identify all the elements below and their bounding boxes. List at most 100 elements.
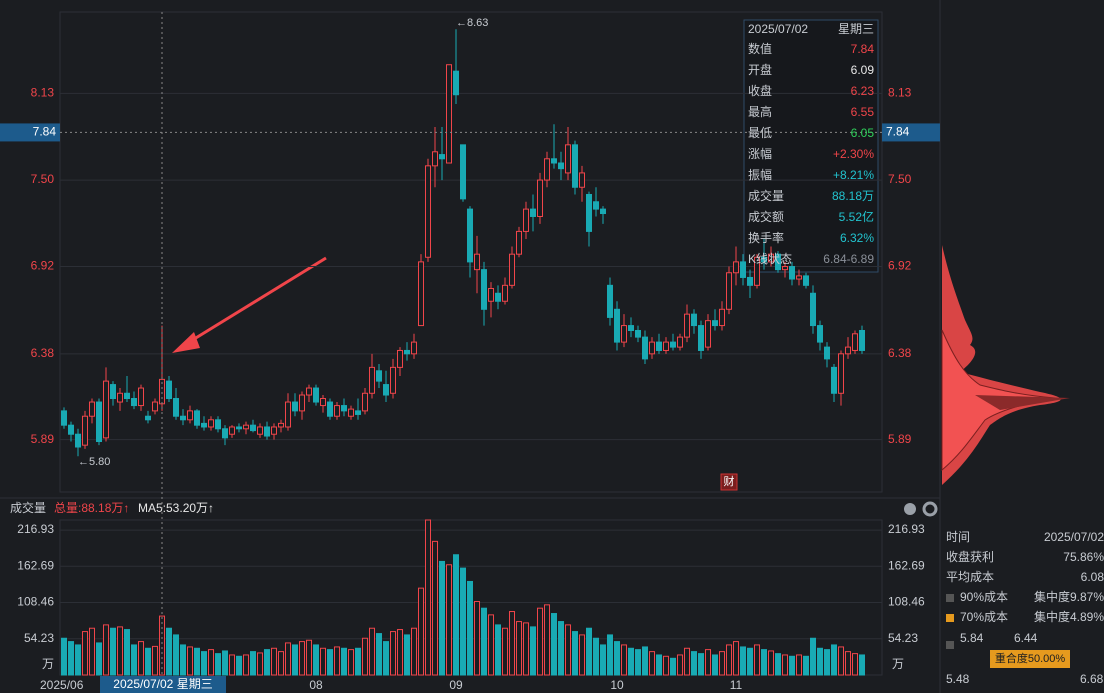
candle-body (656, 341, 662, 351)
volume-bar (334, 646, 340, 676)
candle-body (712, 320, 718, 327)
candle-body (586, 193, 592, 232)
volume-bar (481, 607, 487, 676)
volume-bar (530, 626, 536, 676)
candle-body (264, 426, 270, 437)
candle-body (537, 179, 543, 217)
info-label: 振幅 (748, 167, 772, 182)
candle-body (194, 410, 200, 426)
y-tick-label: 6.38 (31, 346, 55, 360)
volume-bar (642, 646, 648, 676)
volume-title: 成交量 (10, 500, 46, 515)
info-value: 6.32% (840, 231, 874, 245)
volume-bar (719, 651, 725, 676)
info-panel (743, 19, 879, 273)
volume-bar (271, 647, 277, 676)
candle-body (390, 366, 396, 394)
volume-bar (824, 649, 830, 676)
cost-label: 90%成本 (960, 590, 1008, 604)
volume-bar (600, 644, 606, 676)
candle-body (614, 308, 620, 343)
y-tick-label: 108.46 (17, 595, 54, 609)
candle-body (208, 419, 214, 428)
info-label: 最低 (748, 126, 772, 140)
volume-bar (453, 554, 459, 676)
y-tick-label-right: 108.46 (888, 595, 925, 609)
volume-bar (138, 641, 144, 676)
volume-bar (446, 564, 452, 676)
volume-bar (362, 637, 368, 676)
volume-bar (201, 651, 207, 676)
cursor-date: 2025/07/02 星期三 (113, 677, 212, 691)
cost-value: 6.08 (1081, 570, 1104, 584)
cursor-box-right (882, 123, 940, 142)
range-marker (946, 641, 954, 649)
volume-bar (89, 627, 95, 676)
volume-bar (61, 637, 67, 676)
volume-bar (558, 621, 564, 676)
candle-body (285, 401, 291, 428)
volume-bar (782, 654, 788, 676)
settings-button[interactable] (922, 501, 938, 517)
y-tick-label-right: 6.92 (888, 259, 912, 273)
volume-bar (635, 649, 641, 676)
candle-body (397, 349, 403, 368)
candle-body (131, 398, 137, 407)
close-button[interactable] (904, 503, 916, 515)
candle-body (670, 341, 676, 348)
cursor-box (0, 123, 60, 142)
x-tick-label: 10 (610, 678, 624, 692)
volume-bar (355, 647, 361, 676)
candle-body (299, 394, 305, 412)
candle-body (152, 401, 158, 412)
volume-bar (439, 560, 445, 676)
volume-bar (474, 601, 480, 676)
candle-body (698, 325, 704, 351)
volume-bar (677, 654, 683, 676)
volume-bar (229, 654, 235, 676)
info-label: 成交额 (748, 209, 784, 224)
candle-body (740, 261, 746, 278)
volume-bar (411, 627, 417, 676)
y-tick-label-right: 6.38 (888, 346, 912, 360)
candle-body (341, 405, 347, 412)
volume-bar (264, 649, 270, 676)
y-tick-label: 216.93 (17, 522, 54, 536)
volume-bar (404, 634, 410, 676)
candle-body (320, 398, 326, 407)
cost-value: 2025/07/02 (1044, 530, 1104, 544)
candle-body (495, 292, 501, 302)
candle-body (544, 158, 550, 181)
volume-bar (292, 644, 298, 676)
info-value: 7.84 (851, 42, 875, 56)
candle-body (383, 384, 389, 396)
candle-body (439, 154, 445, 160)
candle-body (124, 392, 130, 400)
info-label: 收盘 (748, 83, 772, 98)
y-tick-label: 54.23 (24, 631, 54, 645)
y-tick-label-right: 7.50 (888, 172, 912, 186)
volume-bar (467, 580, 473, 676)
info-label: K线状态 (748, 252, 792, 266)
y-tick-label-right: 8.13 (888, 86, 912, 100)
volume-bar (215, 653, 221, 676)
candle-body (565, 144, 571, 174)
volume-bar (152, 645, 158, 676)
volume-bar (383, 641, 389, 676)
range70-low: 5.84 (960, 631, 984, 645)
volume-bar (180, 644, 186, 676)
candle-body (810, 292, 816, 327)
cost-label: 收盘获利 (946, 549, 994, 564)
candle-body (474, 253, 480, 271)
volume-bar (817, 647, 823, 676)
low-label: ←5.80 (78, 456, 110, 468)
candle-body (250, 424, 256, 432)
volume-bar (544, 604, 550, 676)
finance-badge (720, 473, 738, 491)
range90-low: 5.48 (946, 672, 970, 686)
volume-bar (726, 644, 732, 676)
volume-total: 总量:88.18万↑ (54, 501, 129, 515)
candle-body (747, 276, 753, 286)
info-label: 最高 (748, 104, 772, 119)
